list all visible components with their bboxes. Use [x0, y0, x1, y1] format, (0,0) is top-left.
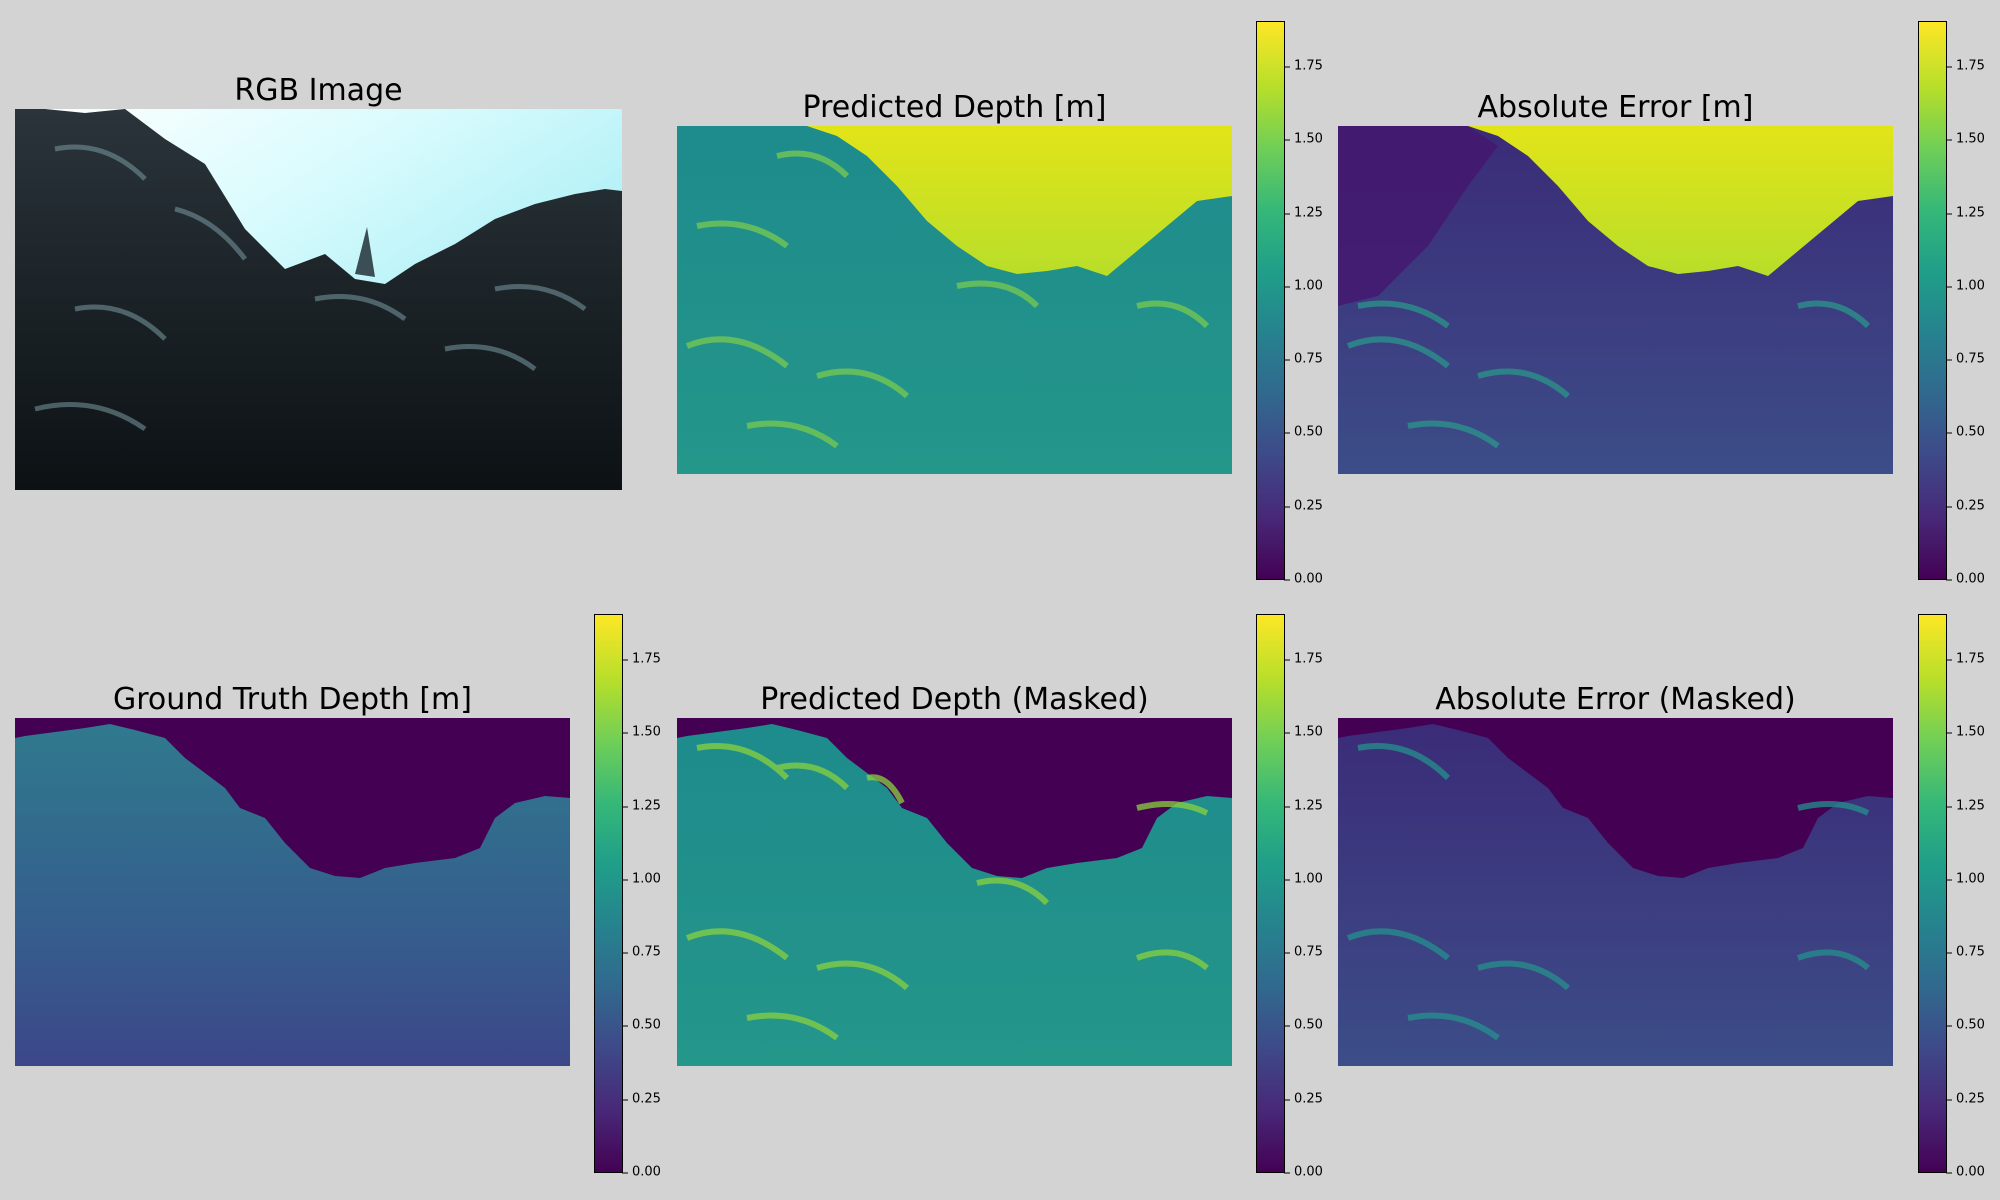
- colorbar-tick: 0.25: [622, 1091, 661, 1107]
- ground-truth-depth-title: Ground Truth Depth [m]: [112, 682, 472, 717]
- colorbar-tick: 0.75: [622, 944, 661, 960]
- colorbar-tick: 1.50: [1284, 131, 1323, 147]
- colorbar-tick: 1.50: [1284, 724, 1323, 740]
- colorbar-tick: 1.75: [1946, 58, 1985, 74]
- predicted-depth-title: Predicted Depth [m]: [802, 90, 1107, 125]
- colorbar-tick: 0.50: [1284, 1017, 1323, 1033]
- predicted-depth-masked-title: Predicted Depth (Masked): [760, 682, 1149, 717]
- colorbar-ticks-ground-truth: 0.00 0.25 0.50 0.75 1.00 1.25 1.50 1.75: [622, 614, 682, 1179]
- colorbar-tick: 0.00: [622, 1164, 661, 1180]
- colorbar-ground-truth: [594, 614, 623, 1173]
- colorbar-tick: 0.75: [1284, 351, 1323, 367]
- colorbar-tick: 0.25: [1284, 1091, 1323, 1107]
- colorbar-tick: 0.50: [1946, 1017, 1985, 1033]
- colorbar-tick: 0.00: [1284, 571, 1323, 587]
- colorbar-tick: 0.50: [622, 1017, 661, 1033]
- colorbar-tick: 0.00: [1284, 1164, 1323, 1180]
- colorbar-tick: 1.75: [1284, 58, 1323, 74]
- colorbar-tick: 1.25: [1946, 798, 1985, 814]
- colorbar-ticks-absolute-error: 0.00 0.25 0.50 0.75 1.00 1.25 1.50 1.75: [1946, 21, 2000, 586]
- absolute-error-masked-title: Absolute Error (Masked): [1435, 682, 1796, 717]
- colorbar-tick: 1.00: [1284, 871, 1323, 887]
- absolute-error-map: [1338, 126, 1893, 474]
- predicted-depth-map: [677, 126, 1232, 474]
- colorbar-tick: 1.75: [1284, 651, 1323, 667]
- colorbar-tick: 0.00: [1946, 571, 1985, 587]
- colorbar-tick: 0.75: [1946, 351, 1985, 367]
- colorbar-tick: 1.00: [1946, 871, 1985, 887]
- absolute-error-title: Absolute Error [m]: [1477, 90, 1754, 125]
- colorbar-tick: 1.50: [1946, 131, 1985, 147]
- colorbar-tick: 1.75: [1946, 651, 1985, 667]
- colorbar-tick: 0.25: [1946, 498, 1985, 514]
- colorbar-tick: 0.25: [1946, 1091, 1985, 1107]
- ground-truth-depth-map: [15, 718, 570, 1066]
- predicted-depth-masked-map: [677, 718, 1232, 1066]
- colorbar-tick: 1.25: [1284, 798, 1323, 814]
- colorbar-predicted-depth: [1256, 21, 1285, 580]
- colorbar-tick: 1.75: [622, 651, 661, 667]
- colorbar-tick: 1.50: [1946, 724, 1985, 740]
- rgb-image-panel: [15, 109, 622, 490]
- colorbar-absolute-error-masked: [1918, 614, 1947, 1173]
- colorbar-tick: 0.75: [1946, 944, 1985, 960]
- colorbar-ticks-absolute-error-masked: 0.00 0.25 0.50 0.75 1.00 1.25 1.50 1.75: [1946, 614, 2000, 1179]
- colorbar-tick: 0.50: [1284, 424, 1323, 440]
- colorbar-tick: 1.00: [1284, 278, 1323, 294]
- colorbar-tick: 1.50: [622, 724, 661, 740]
- colorbar-tick: 1.25: [1284, 205, 1323, 221]
- colorbar-absolute-error: [1918, 21, 1947, 580]
- colorbar-tick: 1.00: [1946, 278, 1985, 294]
- colorbar-tick: 0.75: [1284, 944, 1323, 960]
- colorbar-tick: 0.25: [1284, 498, 1323, 514]
- colorbar-tick: 0.00: [1946, 1164, 1985, 1180]
- rgb-image-title: RGB Image: [234, 73, 403, 108]
- colorbar-tick: 0.50: [1946, 424, 1985, 440]
- colorbar-tick: 1.25: [622, 798, 661, 814]
- colorbar-tick: 1.25: [1946, 205, 1985, 221]
- colorbar-ticks-predicted-depth-masked: 0.00 0.25 0.50 0.75 1.00 1.25 1.50 1.75: [1284, 614, 1344, 1179]
- colorbar-predicted-depth-masked: [1256, 614, 1285, 1173]
- colorbar-ticks-predicted-depth: 0.00 0.25 0.50 0.75 1.00 1.25 1.50 1.75: [1284, 21, 1344, 586]
- absolute-error-masked-map: [1338, 718, 1893, 1066]
- colorbar-tick: 1.00: [622, 871, 661, 887]
